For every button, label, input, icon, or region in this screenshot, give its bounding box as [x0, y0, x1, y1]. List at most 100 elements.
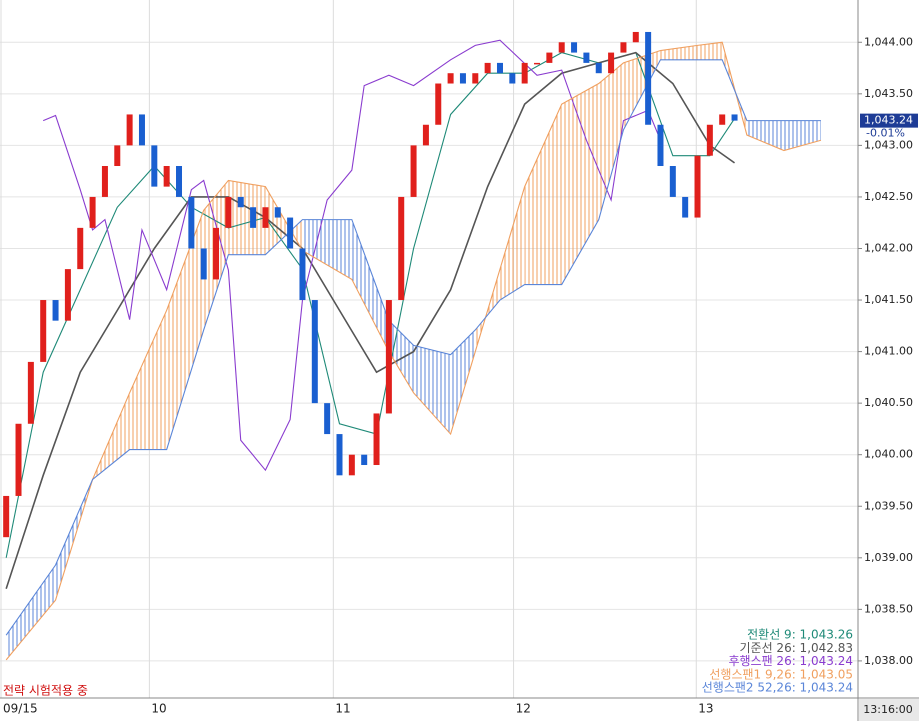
- status-label: 전략 시험적용 중: [3, 684, 88, 698]
- candle: [40, 300, 47, 362]
- candle: [571, 42, 578, 53]
- x-tick-label: 09/15: [3, 702, 38, 716]
- change-label: -0.01%: [866, 127, 905, 140]
- candle: [472, 73, 479, 84]
- candle: [336, 434, 343, 476]
- y-tick-label: 1,038.50: [864, 602, 913, 615]
- candle: [200, 248, 207, 280]
- candle: [546, 52, 553, 63]
- candle: [101, 166, 108, 197]
- candle: [595, 62, 602, 74]
- cloud: [561, 83, 599, 285]
- candle: [706, 124, 713, 156]
- x-tick-label: 13: [698, 702, 713, 716]
- y-tick-label: 1,038.00: [864, 654, 913, 667]
- price-label: 1,043.24: [864, 114, 913, 127]
- y-tick-label: 1,042.50: [864, 190, 913, 203]
- cloud: [598, 62, 624, 220]
- candle: [287, 217, 294, 249]
- candle: [27, 361, 34, 424]
- indicator-line: [5, 41, 822, 661]
- candle: [608, 52, 615, 74]
- candle: [669, 166, 676, 197]
- time-box: [859, 699, 919, 721]
- candle: [509, 73, 516, 84]
- y-tick-label: 1,041.00: [864, 345, 913, 358]
- candle: [632, 31, 639, 43]
- candle: [64, 269, 71, 321]
- candle: [163, 166, 170, 187]
- cloud: [166, 210, 204, 450]
- price-box: [860, 113, 918, 128]
- candle: [657, 124, 664, 167]
- candle: [213, 227, 220, 280]
- candle: [719, 114, 726, 125]
- x-tick-label: 12: [516, 702, 531, 716]
- candle: [151, 145, 158, 187]
- candle: [459, 73, 466, 84]
- candle: [77, 227, 84, 270]
- candle: [645, 31, 652, 125]
- y-tick-label: 1,042.00: [864, 241, 913, 254]
- y-tick-label: 1,039.50: [864, 499, 913, 512]
- cloud: [413, 345, 451, 435]
- candle: [176, 166, 183, 197]
- cloud: [499, 186, 525, 301]
- candle: [126, 114, 133, 146]
- x-tick-label: 10: [151, 702, 166, 716]
- legend-entry: 후행스팬 26: 1,043.24: [728, 653, 853, 668]
- candle: [89, 196, 96, 228]
- candle: [138, 114, 145, 146]
- candle: [237, 196, 244, 208]
- legend-entry: 선행스팬1 9,26: 1,043.05: [709, 666, 853, 681]
- candle: [435, 83, 442, 125]
- candle: [398, 196, 405, 301]
- cloud: [697, 42, 723, 60]
- cloud: [746, 120, 784, 151]
- cloud: [660, 45, 698, 60]
- candle: [410, 145, 417, 197]
- y-tick-label: 1,040.00: [864, 448, 913, 461]
- candle: [373, 413, 380, 466]
- candle: [534, 62, 541, 65]
- cloud: [228, 180, 266, 255]
- candle: [225, 196, 232, 228]
- y-tick-label: 1,043.50: [864, 87, 913, 100]
- cloud: [129, 310, 167, 450]
- candle: [484, 62, 491, 74]
- candle: [15, 423, 22, 496]
- candle: [682, 196, 689, 218]
- candle: [348, 454, 355, 476]
- y-tick-label: 1,041.50: [864, 293, 913, 306]
- cloud: [783, 120, 821, 151]
- candle: [299, 248, 306, 301]
- candle: [385, 300, 392, 414]
- candle: [262, 207, 269, 228]
- candle: [422, 124, 429, 146]
- candle: [250, 207, 257, 228]
- candle: [3, 495, 10, 538]
- candle: [694, 155, 701, 218]
- cloud: [524, 104, 562, 285]
- y-tick-label: 1,039.00: [864, 551, 913, 564]
- indicator-line: [42, 39, 661, 472]
- candle: [521, 62, 528, 84]
- cloud: [450, 329, 476, 435]
- legend-entry: 선행스팬2 52,26: 1,043.24: [702, 680, 853, 695]
- cloud: [302, 219, 352, 280]
- candle: [620, 42, 627, 53]
- candle: [324, 403, 331, 435]
- legend-entry: 전환선 9: 1,043.26: [747, 628, 853, 642]
- cloud: [351, 219, 389, 352]
- legend-entry: 기준선 26: 1,042.83: [740, 641, 854, 655]
- candle: [496, 62, 503, 74]
- y-tick-label: 1,043.00: [864, 138, 913, 151]
- candle: [447, 73, 454, 84]
- indicator-line: [5, 51, 736, 589]
- candle: [731, 114, 738, 121]
- candle: [274, 207, 281, 218]
- y-tick-label: 1,044.00: [864, 35, 913, 48]
- candle: [558, 42, 565, 53]
- x-tick-label: 11: [335, 702, 350, 716]
